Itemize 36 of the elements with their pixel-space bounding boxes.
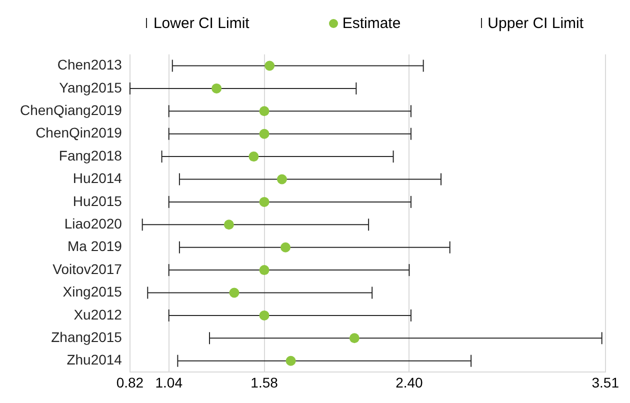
y-tick-label: Yang2015 (59, 79, 122, 96)
point (259, 310, 270, 320)
text: Upper CI Limit (488, 14, 584, 32)
point (349, 333, 360, 344)
x-tick-label: 1.58 (250, 374, 278, 390)
x-tick-label: 0.82 (116, 374, 144, 390)
point (259, 265, 270, 276)
y-tick-label: Xu2012 (74, 306, 122, 322)
point (248, 152, 259, 162)
x-tick-label: 3.51 (592, 374, 620, 390)
y-tick-label: Fang2018 (58, 147, 122, 164)
y-tick-label: Ma 2019 (67, 238, 122, 254)
y-tick-label: Liao2020 (64, 216, 122, 232)
y-tick-label: ChenQiang2019 (20, 102, 122, 118)
point (264, 60, 275, 71)
point (229, 288, 240, 298)
y-tick-label: Voitov2017 (52, 260, 122, 277)
point (259, 106, 270, 116)
point (259, 196, 270, 207)
point (259, 128, 270, 139)
y-tick-label: Zhang2015 (51, 329, 122, 346)
point (212, 83, 222, 94)
point (286, 356, 296, 366)
y-tick-label: ChenQin2019 (36, 124, 122, 141)
text: Lower CI Limit (153, 14, 250, 32)
legend-label: Estimate (342, 14, 401, 32)
x-tick-label: 1.04 (155, 374, 183, 390)
y-tick-label: Xing2015 (62, 284, 122, 300)
y-tick-label: Zhu2014 (66, 352, 122, 368)
point (276, 174, 287, 184)
y-tick-label: Hu2015 (72, 192, 122, 209)
point (280, 242, 290, 252)
y-tick-label: Chen2013 (57, 56, 122, 73)
x-tick-label: 2.40 (396, 374, 424, 390)
y-tick-label: Hu2014 (72, 170, 122, 186)
point (224, 220, 234, 230)
